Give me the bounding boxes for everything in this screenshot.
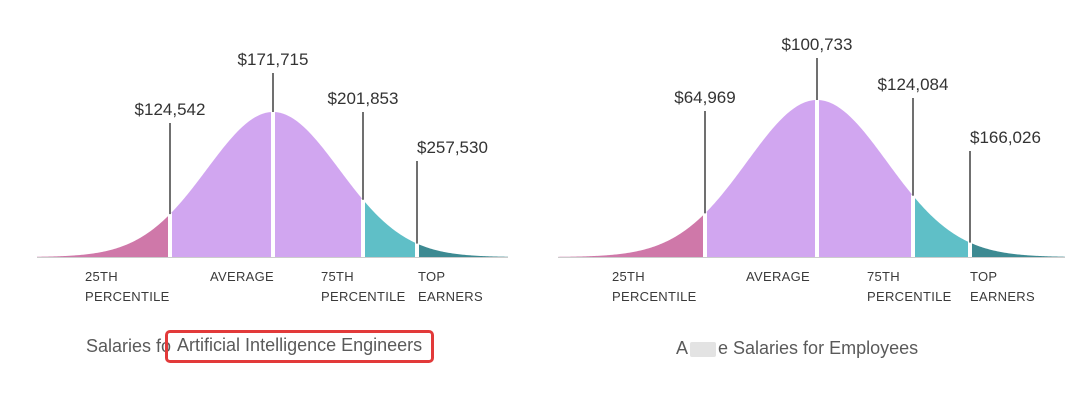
caption-prefix: Salaries fo [86, 336, 172, 356]
bell-curve-chart-left: $124,542 $171,715 $201,853 $257,530 25TH PERC… [37, 50, 508, 304]
category-label-avg: AVERAGE [746, 269, 810, 284]
category-label-top: TOP [418, 269, 445, 284]
segment-bottom-tail [37, 214, 170, 257]
caption-highlight-box: Artificial Intelligence Engineers [165, 330, 435, 363]
value-label-p75: $124,084 [878, 75, 949, 94]
category-label-p25: 25TH [85, 269, 118, 284]
segment-top-tail [417, 243, 508, 257]
segment-75th-band [363, 199, 417, 257]
chart-left: $124,542 $171,715 $201,853 $257,530 25TH PERC… [37, 50, 508, 364]
value-label-top: $166,026 [970, 128, 1041, 147]
segment-75th-band [913, 195, 970, 257]
value-label-top: $257,530 [417, 138, 488, 157]
value-label-avg: $100,733 [782, 35, 853, 54]
redacted-blur [690, 341, 717, 357]
chart-caption-left: Salaries fo Artificial Intelligence Engin… [86, 330, 435, 364]
value-label-p25: $124,542 [135, 100, 206, 119]
segment-top-tail [970, 242, 1065, 257]
value-label-p75: $201,853 [328, 89, 399, 108]
category-label-p25: PERCENTILE [85, 289, 170, 304]
bell-curve-chart-right: $64,969 $100,733 $124,084 $166,026 25TH PERCE… [558, 35, 1065, 304]
category-label-p25: PERCENTILE [612, 289, 697, 304]
category-label-p25: 25TH [612, 269, 645, 284]
category-label-p75: PERCENTILE [321, 289, 406, 304]
category-label-top: TOP [970, 269, 997, 284]
category-label-top: EARNERS [418, 289, 483, 304]
caption-suffix: e Salaries for Employees [718, 338, 919, 358]
category-label-p75: 75TH [867, 269, 900, 284]
segment-bottom-tail [558, 213, 705, 257]
category-label-p75: PERCENTILE [867, 289, 952, 304]
segment-middle-band [170, 112, 363, 257]
category-label-avg: AVERAGE [210, 269, 274, 284]
value-label-avg: $171,715 [238, 50, 309, 69]
caption-prefix: A [676, 338, 689, 358]
chart-right: $64,969 $100,733 $124,084 $166,026 25TH PERCE… [540, 0, 1080, 414]
category-label-p75: 75TH [321, 269, 354, 284]
value-label-p25: $64,969 [674, 88, 735, 107]
category-label-top: EARNERS [970, 289, 1035, 304]
segment-middle-band [705, 100, 913, 257]
